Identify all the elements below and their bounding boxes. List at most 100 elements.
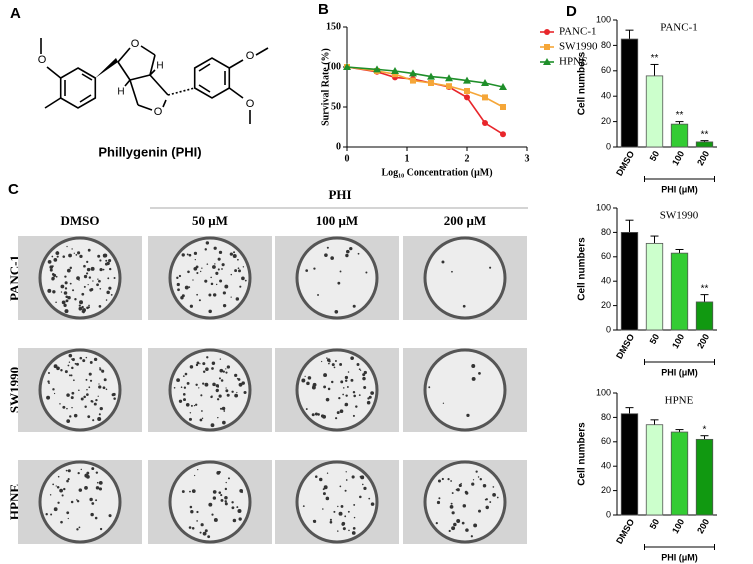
colony <box>68 253 72 258</box>
colony <box>225 368 227 370</box>
colony <box>88 276 92 279</box>
colony <box>489 266 492 269</box>
colony <box>219 358 222 360</box>
y-tick-label: 80 <box>601 227 611 237</box>
colony <box>212 496 217 500</box>
colony <box>59 488 63 493</box>
colony <box>219 394 221 397</box>
colony <box>450 502 453 505</box>
colony <box>208 293 212 297</box>
colony <box>461 521 465 525</box>
colony <box>224 487 228 491</box>
colony <box>59 403 61 405</box>
y-tick-label: 80 <box>601 412 611 422</box>
y-tick-label: 20 <box>601 300 611 310</box>
colony <box>323 485 328 490</box>
colony <box>105 259 108 262</box>
colony <box>456 488 460 492</box>
x-tick-label: 200 <box>695 149 711 167</box>
dish <box>168 348 252 432</box>
colony <box>79 356 83 360</box>
colony <box>64 281 68 285</box>
colony <box>317 413 320 416</box>
colony <box>51 255 54 258</box>
marker <box>343 63 351 70</box>
colony <box>53 507 58 512</box>
colony <box>105 299 108 301</box>
colony <box>57 475 60 478</box>
colony <box>314 475 318 478</box>
colony <box>351 531 356 535</box>
colony <box>352 304 356 308</box>
colony <box>237 258 239 261</box>
colony <box>237 267 240 270</box>
colony <box>473 523 478 528</box>
colony <box>77 251 81 255</box>
colony <box>496 496 499 499</box>
colony <box>113 277 116 280</box>
x-tick-label: 50 <box>648 332 662 346</box>
colony <box>195 383 198 386</box>
colony <box>183 398 187 402</box>
colony <box>472 479 475 481</box>
colony <box>334 309 339 314</box>
colony <box>195 265 199 269</box>
colony <box>441 260 445 264</box>
colony <box>189 505 193 509</box>
significance-label: ** <box>651 53 659 64</box>
marker <box>482 120 488 126</box>
colony <box>96 283 99 287</box>
y-tick-label: 20 <box>601 485 611 495</box>
colony <box>181 253 185 257</box>
colony <box>199 363 201 365</box>
colony <box>218 470 221 474</box>
colony <box>94 516 98 520</box>
colony <box>68 374 71 377</box>
colony <box>102 386 106 390</box>
colony <box>93 357 98 362</box>
colony <box>344 375 349 380</box>
colony <box>333 366 336 369</box>
colony <box>312 385 314 387</box>
colony <box>63 291 68 295</box>
colony <box>178 274 182 278</box>
bar <box>620 38 639 148</box>
colony <box>224 502 228 506</box>
colony <box>451 270 453 273</box>
colony <box>176 276 179 280</box>
colony <box>195 363 199 367</box>
y-tick-label: 100 <box>596 14 611 24</box>
colony <box>90 288 94 291</box>
colony <box>71 366 74 370</box>
colony <box>360 475 365 480</box>
marker <box>409 69 417 77</box>
colony <box>326 472 329 474</box>
colony <box>362 483 364 486</box>
colony <box>211 367 214 370</box>
colony <box>365 271 368 274</box>
colony <box>84 473 89 478</box>
group-label: PHI <box>328 187 351 202</box>
colony <box>105 388 108 391</box>
colony <box>345 394 348 397</box>
colony <box>85 356 88 359</box>
y-tick-label: 80 <box>601 40 611 50</box>
colony <box>208 502 213 507</box>
colony <box>47 380 50 383</box>
x-tick-label: DMSO <box>614 149 636 177</box>
colony <box>347 371 350 373</box>
colony <box>178 399 183 403</box>
colony <box>102 268 105 271</box>
colony <box>242 266 245 268</box>
colony <box>356 363 360 366</box>
colony <box>176 282 180 287</box>
bar <box>670 252 689 331</box>
colony <box>358 368 361 371</box>
panel-label: B <box>318 1 329 18</box>
colony <box>69 415 72 418</box>
colony <box>72 289 75 292</box>
colony <box>222 420 226 425</box>
colony <box>84 405 87 409</box>
colony <box>348 529 350 532</box>
